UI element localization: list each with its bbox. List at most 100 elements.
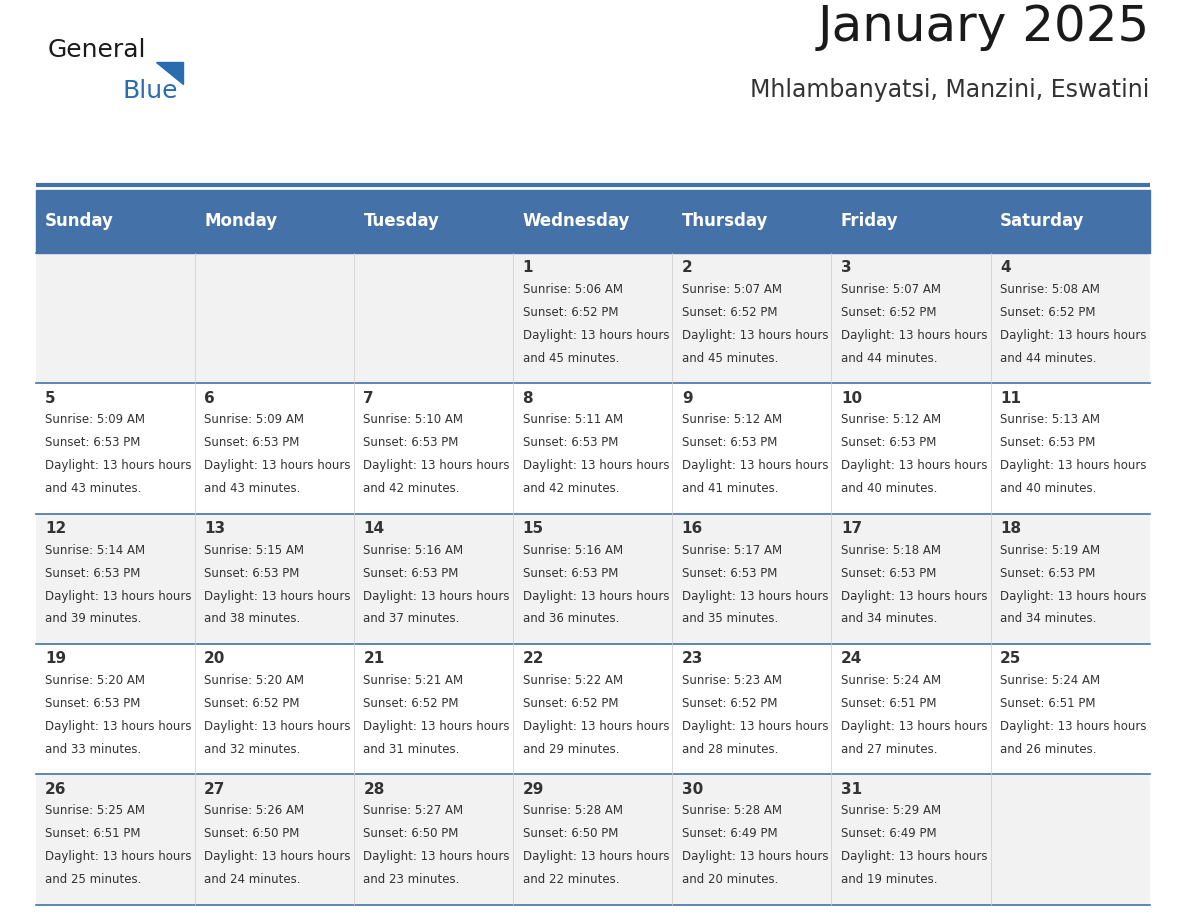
Text: Daylight: 13 hours hours: Daylight: 13 hours hours [204, 850, 350, 863]
FancyBboxPatch shape [36, 644, 1150, 775]
Text: Sunset: 6:53 PM: Sunset: 6:53 PM [364, 566, 459, 579]
Text: Sunset: 6:52 PM: Sunset: 6:52 PM [841, 306, 936, 319]
Text: and 25 minutes.: and 25 minutes. [45, 873, 141, 886]
Text: Daylight: 13 hours hours: Daylight: 13 hours hours [204, 720, 350, 733]
Text: 26: 26 [45, 781, 67, 797]
Text: Sunrise: 5:13 AM: Sunrise: 5:13 AM [1000, 413, 1100, 427]
Text: Sunrise: 5:07 AM: Sunrise: 5:07 AM [682, 283, 782, 297]
Text: Daylight: 13 hours hours: Daylight: 13 hours hours [45, 459, 191, 472]
Text: and 35 minutes.: and 35 minutes. [682, 612, 778, 625]
Text: Sunset: 6:52 PM: Sunset: 6:52 PM [682, 697, 777, 710]
Text: Sunrise: 5:22 AM: Sunrise: 5:22 AM [523, 674, 623, 687]
FancyBboxPatch shape [195, 190, 354, 253]
Text: Sunset: 6:53 PM: Sunset: 6:53 PM [45, 566, 140, 579]
Text: and 40 minutes.: and 40 minutes. [1000, 482, 1097, 495]
Text: Sunrise: 5:11 AM: Sunrise: 5:11 AM [523, 413, 623, 427]
Text: Friday: Friday [841, 212, 898, 230]
Text: 18: 18 [1000, 521, 1022, 536]
Text: Daylight: 13 hours hours: Daylight: 13 hours hours [364, 459, 510, 472]
Text: Daylight: 13 hours hours: Daylight: 13 hours hours [682, 589, 828, 602]
Text: 9: 9 [682, 390, 693, 406]
Text: 16: 16 [682, 521, 703, 536]
Text: Sunset: 6:52 PM: Sunset: 6:52 PM [523, 697, 618, 710]
Text: 23: 23 [682, 651, 703, 666]
Text: 19: 19 [45, 651, 67, 666]
Text: Sunset: 6:53 PM: Sunset: 6:53 PM [45, 697, 140, 710]
Text: Sunset: 6:53 PM: Sunset: 6:53 PM [682, 566, 777, 579]
Text: Daylight: 13 hours hours: Daylight: 13 hours hours [682, 459, 828, 472]
Text: 21: 21 [364, 651, 385, 666]
Text: and 27 minutes.: and 27 minutes. [841, 743, 937, 756]
Text: General: General [48, 38, 146, 62]
Text: Wednesday: Wednesday [523, 212, 630, 230]
Text: Sunset: 6:53 PM: Sunset: 6:53 PM [841, 566, 936, 579]
Text: Sunset: 6:53 PM: Sunset: 6:53 PM [682, 436, 777, 449]
Text: Daylight: 13 hours hours: Daylight: 13 hours hours [1000, 589, 1146, 602]
Text: Sunset: 6:52 PM: Sunset: 6:52 PM [364, 697, 459, 710]
Text: Daylight: 13 hours hours: Daylight: 13 hours hours [841, 720, 987, 733]
Text: and 44 minutes.: and 44 minutes. [841, 352, 937, 364]
Text: January 2025: January 2025 [817, 3, 1150, 50]
Text: Sunset: 6:50 PM: Sunset: 6:50 PM [523, 827, 618, 840]
Text: Daylight: 13 hours hours: Daylight: 13 hours hours [682, 329, 828, 341]
Text: Monday: Monday [204, 212, 277, 230]
Text: Daylight: 13 hours hours: Daylight: 13 hours hours [523, 459, 669, 472]
Text: Sunset: 6:53 PM: Sunset: 6:53 PM [204, 436, 299, 449]
Text: Daylight: 13 hours hours: Daylight: 13 hours hours [1000, 459, 1146, 472]
Text: Saturday: Saturday [1000, 212, 1085, 230]
FancyBboxPatch shape [36, 190, 195, 253]
Text: and 44 minutes.: and 44 minutes. [1000, 352, 1097, 364]
Text: Daylight: 13 hours hours: Daylight: 13 hours hours [364, 850, 510, 863]
Text: Thursday: Thursday [682, 212, 769, 230]
Text: Daylight: 13 hours hours: Daylight: 13 hours hours [841, 459, 987, 472]
Text: Daylight: 13 hours hours: Daylight: 13 hours hours [1000, 329, 1146, 341]
Text: 12: 12 [45, 521, 67, 536]
Text: Sunrise: 5:28 AM: Sunrise: 5:28 AM [682, 804, 782, 817]
Text: Sunset: 6:51 PM: Sunset: 6:51 PM [841, 697, 936, 710]
Text: Sunrise: 5:29 AM: Sunrise: 5:29 AM [841, 804, 941, 817]
Text: and 43 minutes.: and 43 minutes. [45, 482, 141, 495]
Text: and 43 minutes.: and 43 minutes. [204, 482, 301, 495]
Text: and 33 minutes.: and 33 minutes. [45, 743, 141, 756]
Text: 28: 28 [364, 781, 385, 797]
Text: Sunrise: 5:20 AM: Sunrise: 5:20 AM [45, 674, 145, 687]
Text: Sunrise: 5:21 AM: Sunrise: 5:21 AM [364, 674, 463, 687]
Text: 5: 5 [45, 390, 56, 406]
Text: and 32 minutes.: and 32 minutes. [204, 743, 301, 756]
Text: Daylight: 13 hours hours: Daylight: 13 hours hours [841, 589, 987, 602]
Text: 27: 27 [204, 781, 226, 797]
Text: Sunrise: 5:09 AM: Sunrise: 5:09 AM [45, 413, 145, 427]
Text: Sunset: 6:51 PM: Sunset: 6:51 PM [45, 827, 140, 840]
Text: 20: 20 [204, 651, 226, 666]
FancyBboxPatch shape [354, 190, 513, 253]
Text: Sunrise: 5:23 AM: Sunrise: 5:23 AM [682, 674, 782, 687]
Text: Daylight: 13 hours hours: Daylight: 13 hours hours [682, 720, 828, 733]
FancyBboxPatch shape [513, 190, 672, 253]
Text: and 29 minutes.: and 29 minutes. [523, 743, 619, 756]
Text: 3: 3 [841, 260, 852, 275]
Text: 29: 29 [523, 781, 544, 797]
Text: Sunrise: 5:18 AM: Sunrise: 5:18 AM [841, 543, 941, 556]
Text: Sunrise: 5:16 AM: Sunrise: 5:16 AM [364, 543, 463, 556]
Text: and 45 minutes.: and 45 minutes. [682, 352, 778, 364]
Text: and 34 minutes.: and 34 minutes. [1000, 612, 1097, 625]
Text: 24: 24 [841, 651, 862, 666]
Text: and 38 minutes.: and 38 minutes. [204, 612, 301, 625]
Text: and 24 minutes.: and 24 minutes. [204, 873, 301, 886]
Text: Sunset: 6:53 PM: Sunset: 6:53 PM [523, 436, 618, 449]
Text: Sunrise: 5:06 AM: Sunrise: 5:06 AM [523, 283, 623, 297]
Text: 25: 25 [1000, 651, 1022, 666]
Text: Daylight: 13 hours hours: Daylight: 13 hours hours [364, 589, 510, 602]
Text: and 28 minutes.: and 28 minutes. [682, 743, 778, 756]
Text: Sunset: 6:53 PM: Sunset: 6:53 PM [523, 566, 618, 579]
Text: Daylight: 13 hours hours: Daylight: 13 hours hours [523, 329, 669, 341]
Text: and 34 minutes.: and 34 minutes. [841, 612, 937, 625]
Text: and 26 minutes.: and 26 minutes. [1000, 743, 1097, 756]
Text: 10: 10 [841, 390, 862, 406]
Text: and 22 minutes.: and 22 minutes. [523, 873, 619, 886]
Text: Sunrise: 5:20 AM: Sunrise: 5:20 AM [204, 674, 304, 687]
Text: Blue: Blue [122, 80, 177, 104]
Text: and 31 minutes.: and 31 minutes. [364, 743, 460, 756]
Text: and 36 minutes.: and 36 minutes. [523, 612, 619, 625]
Text: Daylight: 13 hours hours: Daylight: 13 hours hours [204, 589, 350, 602]
